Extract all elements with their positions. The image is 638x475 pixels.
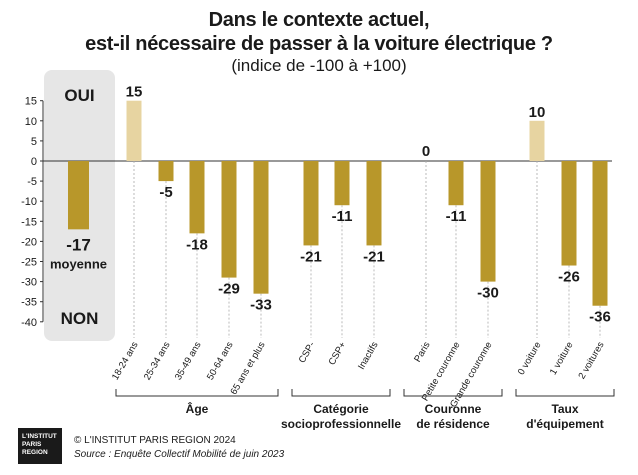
value-label: -21 xyxy=(300,248,322,265)
group-bracket xyxy=(115,389,279,397)
value-label: -5 xyxy=(159,184,172,201)
group-bracket xyxy=(403,389,503,397)
title-line-1: Dans le contexte actuel, xyxy=(208,9,430,31)
value-label: 10 xyxy=(529,104,546,121)
y-tick-label: -25 xyxy=(21,257,37,269)
y-tick-label: 5 xyxy=(31,136,37,148)
value-label: 0 xyxy=(422,143,430,160)
y-tick-label: -10 xyxy=(21,196,37,208)
bar-inactifs xyxy=(366,161,382,246)
source-text: Source : Enquête Collectif Mobilité de j… xyxy=(74,449,285,460)
category-label: CSP- xyxy=(297,340,318,365)
value-label: 15 xyxy=(126,84,143,101)
bar-18-24-ans xyxy=(126,100,142,161)
category-label: CSP+ xyxy=(327,340,349,368)
y-tick-label: 15 xyxy=(25,96,37,108)
y-tick-label: -35 xyxy=(21,297,37,309)
bar-average xyxy=(68,161,89,230)
group-label: socioprofessionnelle xyxy=(281,417,401,430)
value-label: -26 xyxy=(558,269,580,286)
category-label: Paris xyxy=(412,340,432,364)
group-label: Taux xyxy=(551,402,578,416)
bar-0-voiture xyxy=(529,120,545,161)
bar-50-64-ans xyxy=(221,161,237,278)
y-tick-label: -40 xyxy=(21,317,37,329)
non-label: NON xyxy=(61,309,99,328)
group-label: Catégorie xyxy=(313,402,369,416)
bar-csp- xyxy=(303,161,319,246)
group-label: d'équipement xyxy=(526,417,604,430)
credits: © L'INSTITUT PARIS REGION 2024 Source : … xyxy=(74,434,284,462)
group-label: Âge xyxy=(186,401,209,416)
y-tick-label: 0 xyxy=(31,156,37,168)
value-label: -18 xyxy=(186,236,208,253)
value-label: -21 xyxy=(363,248,385,265)
bar-35-49-ans xyxy=(189,161,205,234)
category-label: 35-49 ans xyxy=(173,340,204,382)
value-label: -29 xyxy=(218,281,240,298)
category-label: 18-24 ans xyxy=(110,340,141,382)
category-label: Inactifs xyxy=(356,340,381,372)
category-label: 2 voitures xyxy=(576,340,606,381)
bar-2-voitures xyxy=(592,161,608,306)
category-label: 25-34 ans xyxy=(142,340,173,382)
y-tick-label: -5 xyxy=(27,176,37,188)
category-label: 1 voiture xyxy=(548,340,576,377)
bar-csp- xyxy=(334,161,350,206)
chart-title: Dans le contexte actuel, est-il nécessai… xyxy=(0,8,638,76)
category-label: 65 ans et plus xyxy=(228,340,267,397)
copyright-text: © L'INSTITUT PARIS REGION 2024 xyxy=(74,435,236,446)
category-label: 0 voiture xyxy=(516,340,544,377)
average-value-label: -17 xyxy=(66,235,91,254)
group-bracket xyxy=(291,389,391,397)
bar-25-34-ans xyxy=(158,161,174,182)
bar-grande-couronne xyxy=(480,161,496,282)
y-tick-label: -30 xyxy=(21,277,37,289)
group-label: de résidence xyxy=(416,417,490,430)
value-label: -36 xyxy=(589,309,611,326)
value-label: -11 xyxy=(332,208,353,225)
average-sublabel: moyenne xyxy=(50,256,107,271)
footer: L'INSTITUT PARIS REGION © L'INSTITUT PAR… xyxy=(18,428,618,468)
bar-petite-couronne xyxy=(448,161,464,206)
category-label: 50-64 ans xyxy=(205,340,236,382)
y-tick-label: -20 xyxy=(21,236,37,248)
value-label: -30 xyxy=(477,285,499,302)
bar-65-ans-et-plus xyxy=(253,161,269,294)
value-label: -11 xyxy=(446,208,467,225)
y-tick-label: 10 xyxy=(25,116,37,128)
value-label: -33 xyxy=(250,297,272,314)
institut-logo: L'INSTITUT PARIS REGION xyxy=(18,428,62,464)
y-tick-label: -15 xyxy=(21,216,37,228)
oui-label: OUI xyxy=(64,86,94,105)
title-line-2: est-il nécessaire de passer à la voiture… xyxy=(85,33,553,55)
group-bracket xyxy=(515,389,615,397)
group-label: Couronne xyxy=(425,402,482,416)
bar-chart: OUI NON 15 10 5 0 -5 -10 -15 -20 -25 -30 -35 -40 -17 mo… xyxy=(21,70,615,430)
chart-subtitle: (indice de -100 à +100) xyxy=(231,56,407,75)
bar-1-voiture xyxy=(561,161,577,266)
